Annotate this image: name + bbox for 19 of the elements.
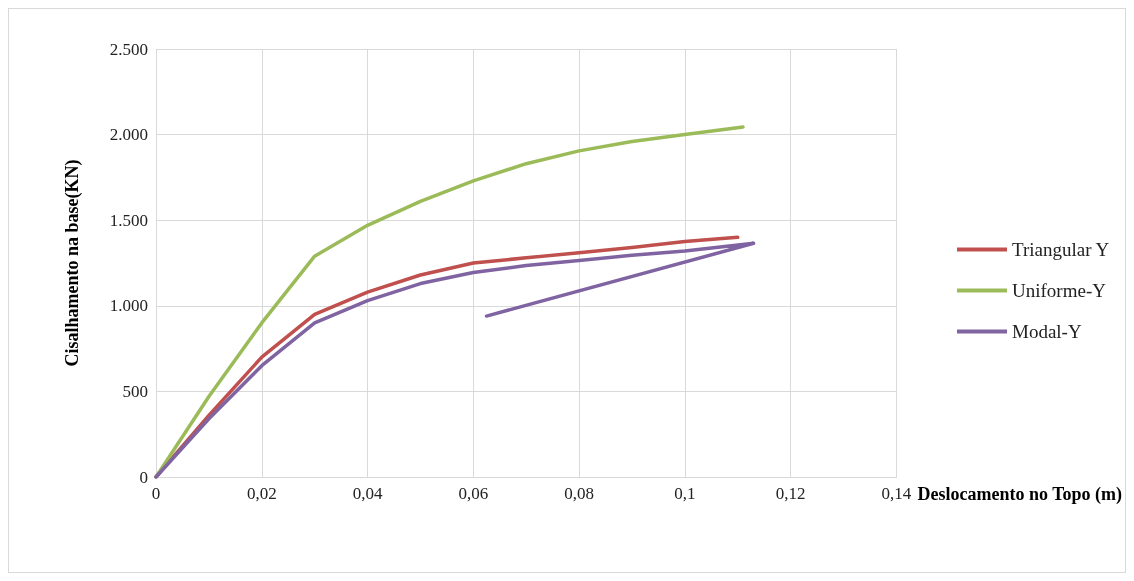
y-tick-label: 2.500 xyxy=(109,39,148,59)
x-tick-label: 0,12 xyxy=(775,484,806,503)
y-tick-label: 500 xyxy=(122,381,148,401)
x-tick-label: 0,08 xyxy=(564,484,594,503)
legend-label: Triangular Y xyxy=(1012,239,1110,260)
x-tick-label: 0,04 xyxy=(352,484,383,503)
y-tick-label: 1.500 xyxy=(109,210,148,230)
legend-label: Uniforme-Y xyxy=(1012,280,1107,301)
x-axis-title: Deslocamento no Topo (m) xyxy=(917,484,1122,505)
y-tick-label: 1.000 xyxy=(109,296,148,316)
x-tick-label: 0 xyxy=(151,484,161,503)
y-tick-label: 2.000 xyxy=(109,125,148,145)
x-tick-label: 0,14 xyxy=(881,484,912,503)
legend-label: Modal-Y xyxy=(1012,321,1082,342)
x-tick-label: 0,1 xyxy=(674,484,696,503)
x-tick-label: 0,02 xyxy=(246,484,277,503)
y-tick-label: 0 xyxy=(139,467,148,487)
y-axis-title: Cisalhamento na base(KN) xyxy=(62,159,83,367)
x-tick-label: 0,06 xyxy=(458,484,489,503)
